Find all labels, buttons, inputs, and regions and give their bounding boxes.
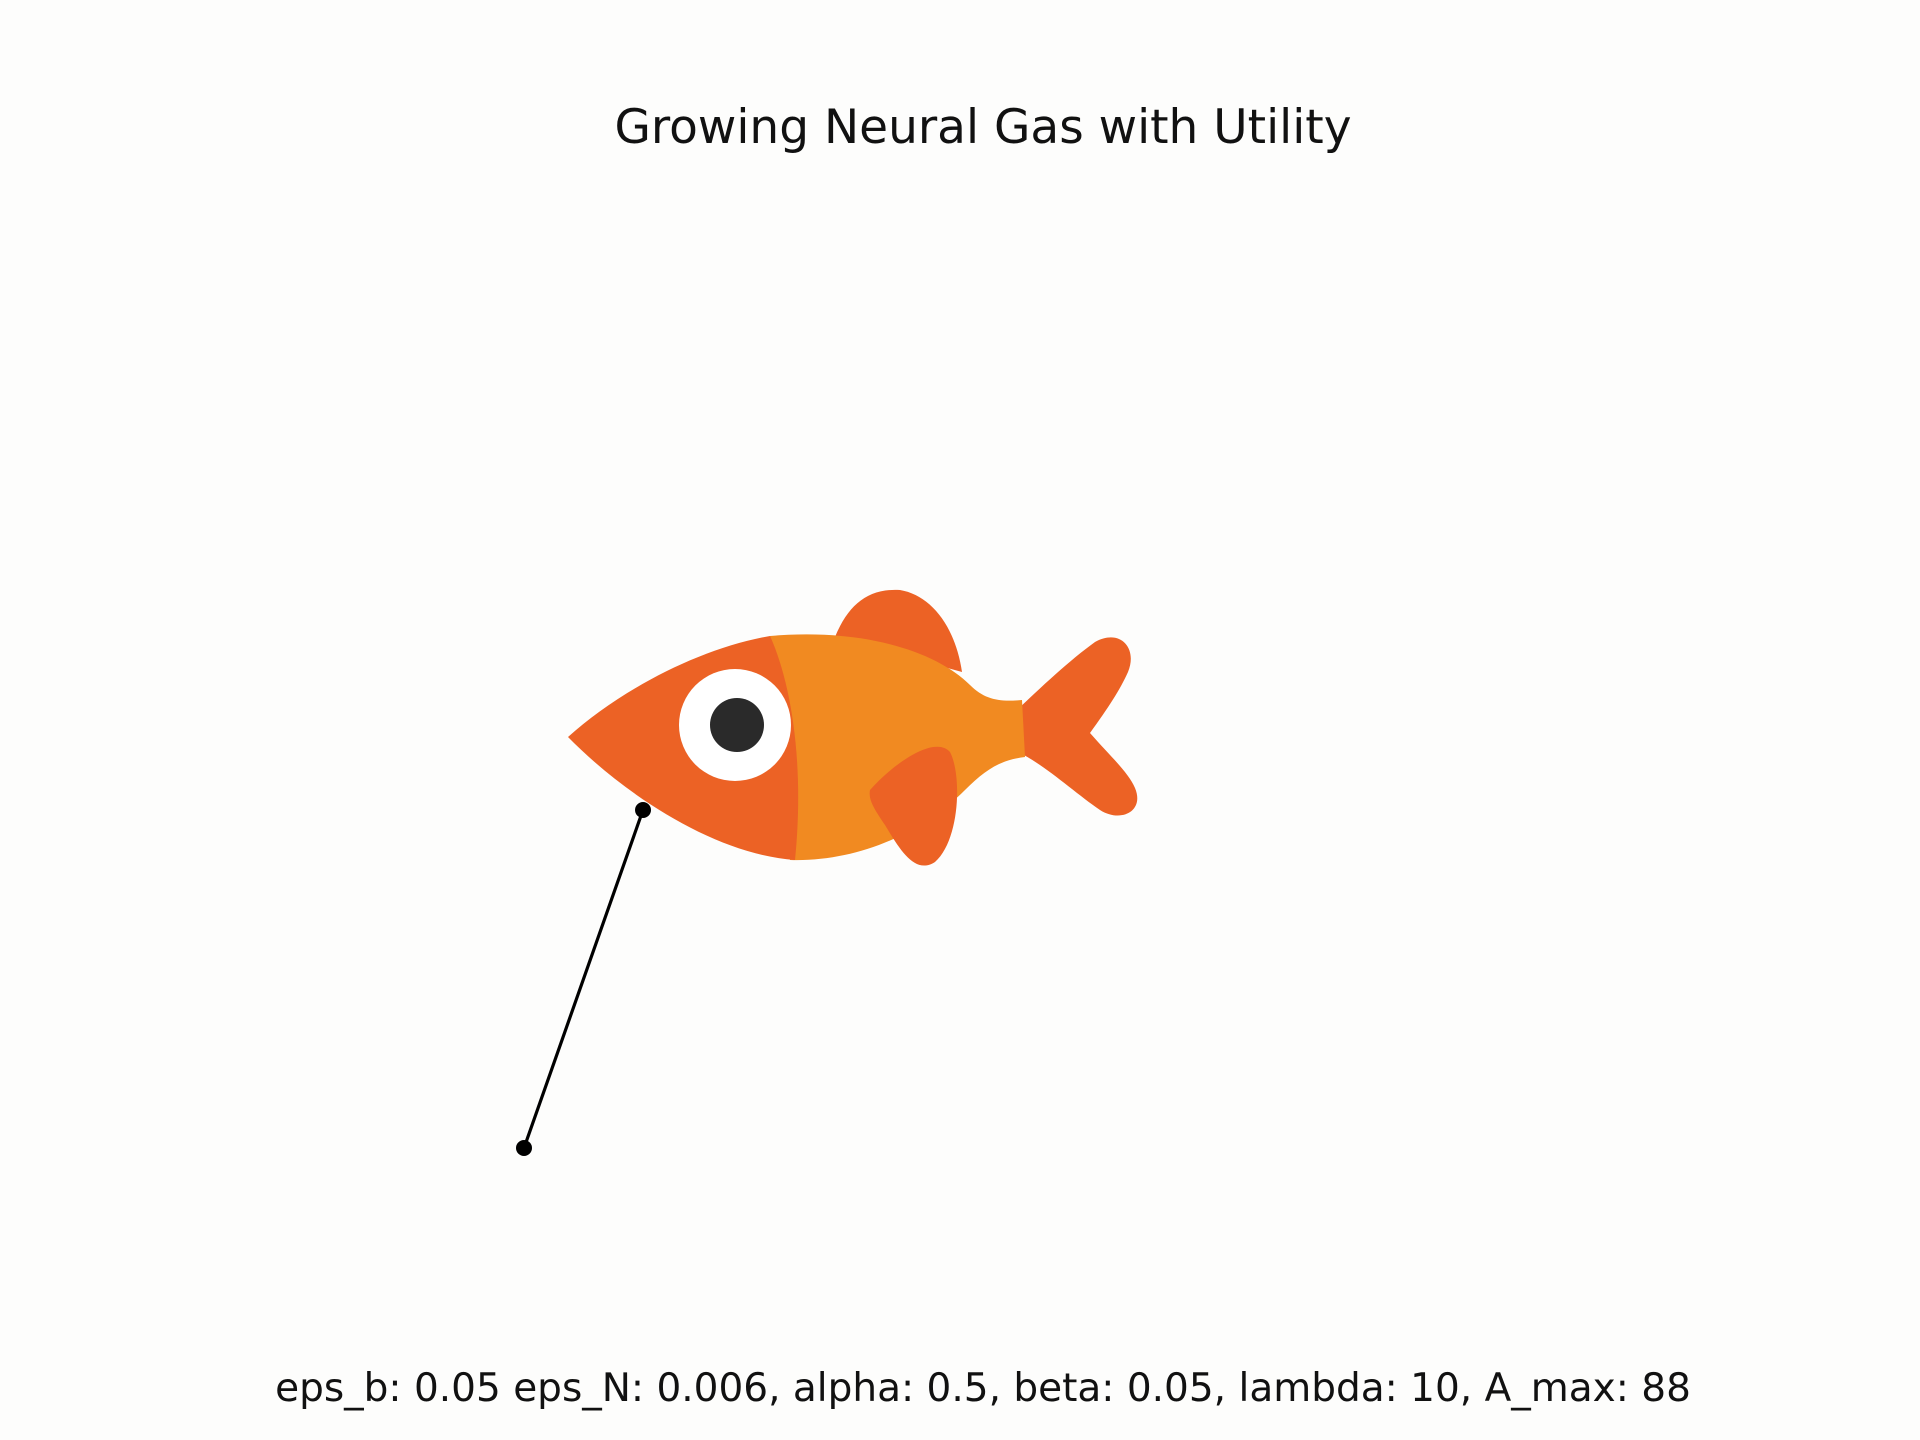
network-node [516, 1140, 532, 1156]
network-node [635, 802, 651, 818]
fish-pectoral-fin [869, 746, 958, 866]
fish-icon [568, 589, 1138, 866]
fish-dorsal-fin [835, 589, 962, 672]
network-edge [522, 809, 645, 1149]
fish-body [770, 634, 1025, 861]
figure-title: Growing Neural Gas with Utility [614, 100, 1352, 155]
gng-network [516, 802, 651, 1156]
fish-tail [1015, 637, 1138, 816]
parameter-caption: eps_b: 0.05 eps_N: 0.006, alpha: 0.5, be… [275, 1366, 1691, 1411]
fish-pupil [710, 698, 764, 752]
